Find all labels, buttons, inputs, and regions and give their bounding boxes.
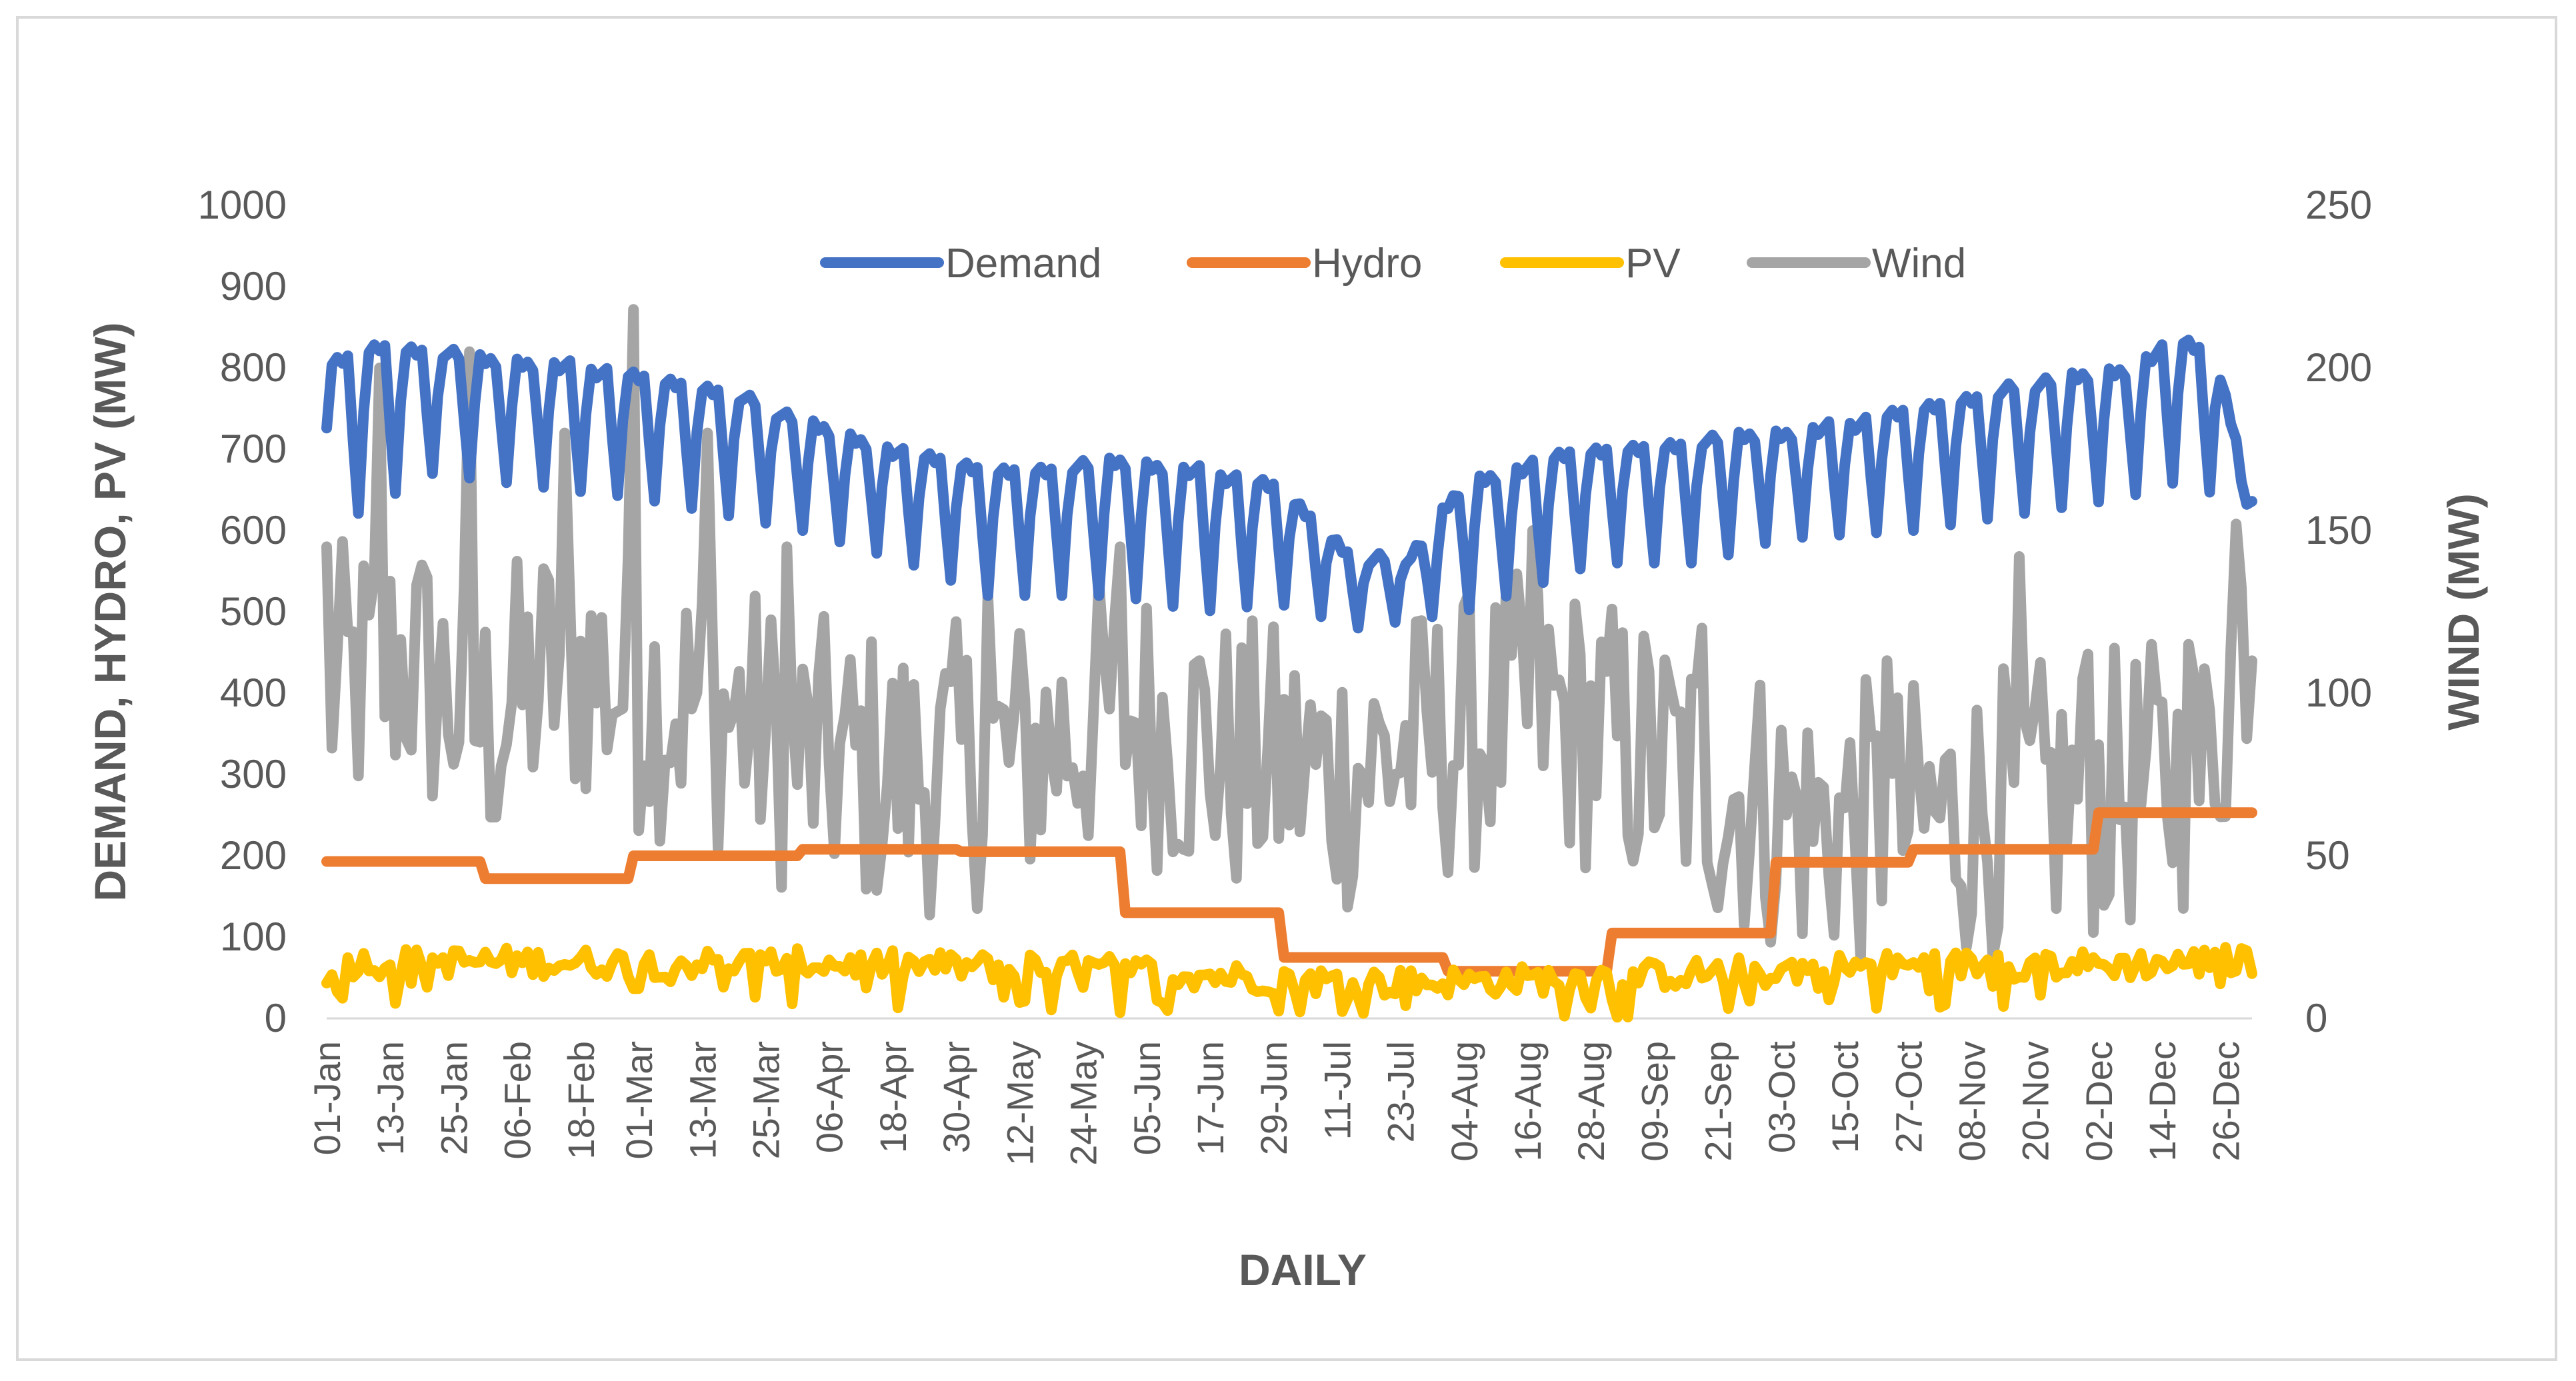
series-line-wind	[321, 304, 2257, 962]
y-tick-label: 100	[220, 914, 287, 959]
series-line-demand	[321, 335, 2257, 634]
x-tick-label: 13-Mar	[681, 1041, 723, 1159]
x-tick-label: 04-Aug	[1443, 1041, 1485, 1162]
y2-tick-label: 150	[2305, 508, 2372, 553]
legend-label-hydro: Hydro	[1312, 241, 1422, 287]
x-tick-label: 29-Jun	[1253, 1041, 1295, 1155]
y-axis-left: 0 100 200 300 400 500 600 700 800 900 1000	[198, 183, 287, 1040]
y-tick-label: 200	[220, 833, 287, 878]
x-tick-label: 12-May	[999, 1041, 1041, 1166]
y-tick-label: 300	[220, 752, 287, 796]
series-line-pv	[321, 942, 2257, 1023]
x-tick-label: 25-Mar	[745, 1041, 787, 1159]
x-tick-label: 17-Jun	[1189, 1041, 1231, 1155]
series-line-hydro	[321, 807, 2257, 977]
y-axis-title: DEMAND, HYDRO, PV (MW)	[85, 323, 135, 902]
x-tick-label: 02-Dec	[2078, 1041, 2120, 1162]
x-axis-title: DAILY	[1239, 1245, 1367, 1294]
legend-label-demand: Demand	[945, 241, 1101, 287]
x-tick-label: 01-Jan	[306, 1041, 348, 1155]
y2-axis-title: WIND (MW)	[2439, 493, 2488, 730]
y-tick-label: 500	[220, 589, 287, 634]
x-tick-label: 18-Feb	[560, 1041, 602, 1159]
x-tick-label: 30-Apr	[935, 1041, 977, 1153]
y2-tick-label: 50	[2305, 833, 2350, 878]
y-tick-label: 800	[220, 345, 287, 390]
legend: Demand Hydro PV Wind	[820, 241, 1966, 287]
x-tick-label: 27-Oct	[1887, 1041, 1929, 1153]
x-tick-label: 06-Apr	[809, 1041, 851, 1153]
legend-label-pv: PV	[1625, 241, 1681, 287]
y-tick-label: 0	[265, 996, 287, 1040]
y2-tick-label: 100	[2305, 671, 2372, 715]
x-tick-label: 13-Jan	[369, 1041, 411, 1155]
y2-tick-label: 200	[2305, 345, 2372, 390]
x-tick-label: 24-May	[1063, 1041, 1105, 1166]
x-tick-label: 11-Jul	[1316, 1041, 1358, 1140]
x-tick-label: 15-Oct	[1824, 1041, 1866, 1153]
x-tick-label: 23-Jul	[1380, 1041, 1422, 1143]
y2-tick-label: 0	[2305, 996, 2327, 1040]
x-tick-label: 25-Jan	[433, 1041, 475, 1155]
y-tick-label: 700	[220, 427, 287, 471]
y2-tick-label: 250	[2305, 183, 2372, 227]
legend-label-wind: Wind	[1872, 241, 1966, 287]
x-tick-label: 01-Mar	[618, 1041, 660, 1159]
x-tick-label: 26-Dec	[2205, 1041, 2247, 1162]
y-tick-label: 900	[220, 264, 287, 309]
y-tick-label: 400	[220, 671, 287, 715]
x-axis: 01-Jan 13-Jan 25-Jan 06-Feb 18-Feb 01-Mar 13-M…	[306, 1041, 2247, 1166]
y-axis-right: 0 50 100 150 200 250	[2305, 183, 2372, 1040]
x-tick-label: 05-Jun	[1126, 1041, 1168, 1155]
x-tick-label: 09-Sep	[1633, 1041, 1675, 1162]
y-tick-label: 600	[220, 508, 287, 553]
chart-frame: 0 100 200 300 400 500 600 700 800 900 1000 0 50 100 1…	[16, 16, 2557, 1361]
x-tick-label: 20-Nov	[2015, 1041, 2057, 1162]
x-tick-label: 16-Aug	[1507, 1041, 1549, 1162]
series-layer	[321, 304, 2257, 1023]
x-tick-label: 08-Nov	[1951, 1041, 1993, 1162]
chart-svg: 0 100 200 300 400 500 600 700 800 900 1000 0 50 100 1…	[85, 183, 2488, 1294]
x-tick-label: 14-Dec	[2141, 1041, 2183, 1162]
x-tick-label: 21-Sep	[1697, 1041, 1739, 1162]
x-tick-label: 28-Aug	[1570, 1041, 1612, 1162]
x-tick-label: 03-Oct	[1761, 1041, 1803, 1153]
x-tick-label: 06-Feb	[497, 1041, 539, 1159]
y-tick-label: 1000	[198, 183, 287, 227]
x-tick-label: 18-Apr	[872, 1041, 914, 1153]
